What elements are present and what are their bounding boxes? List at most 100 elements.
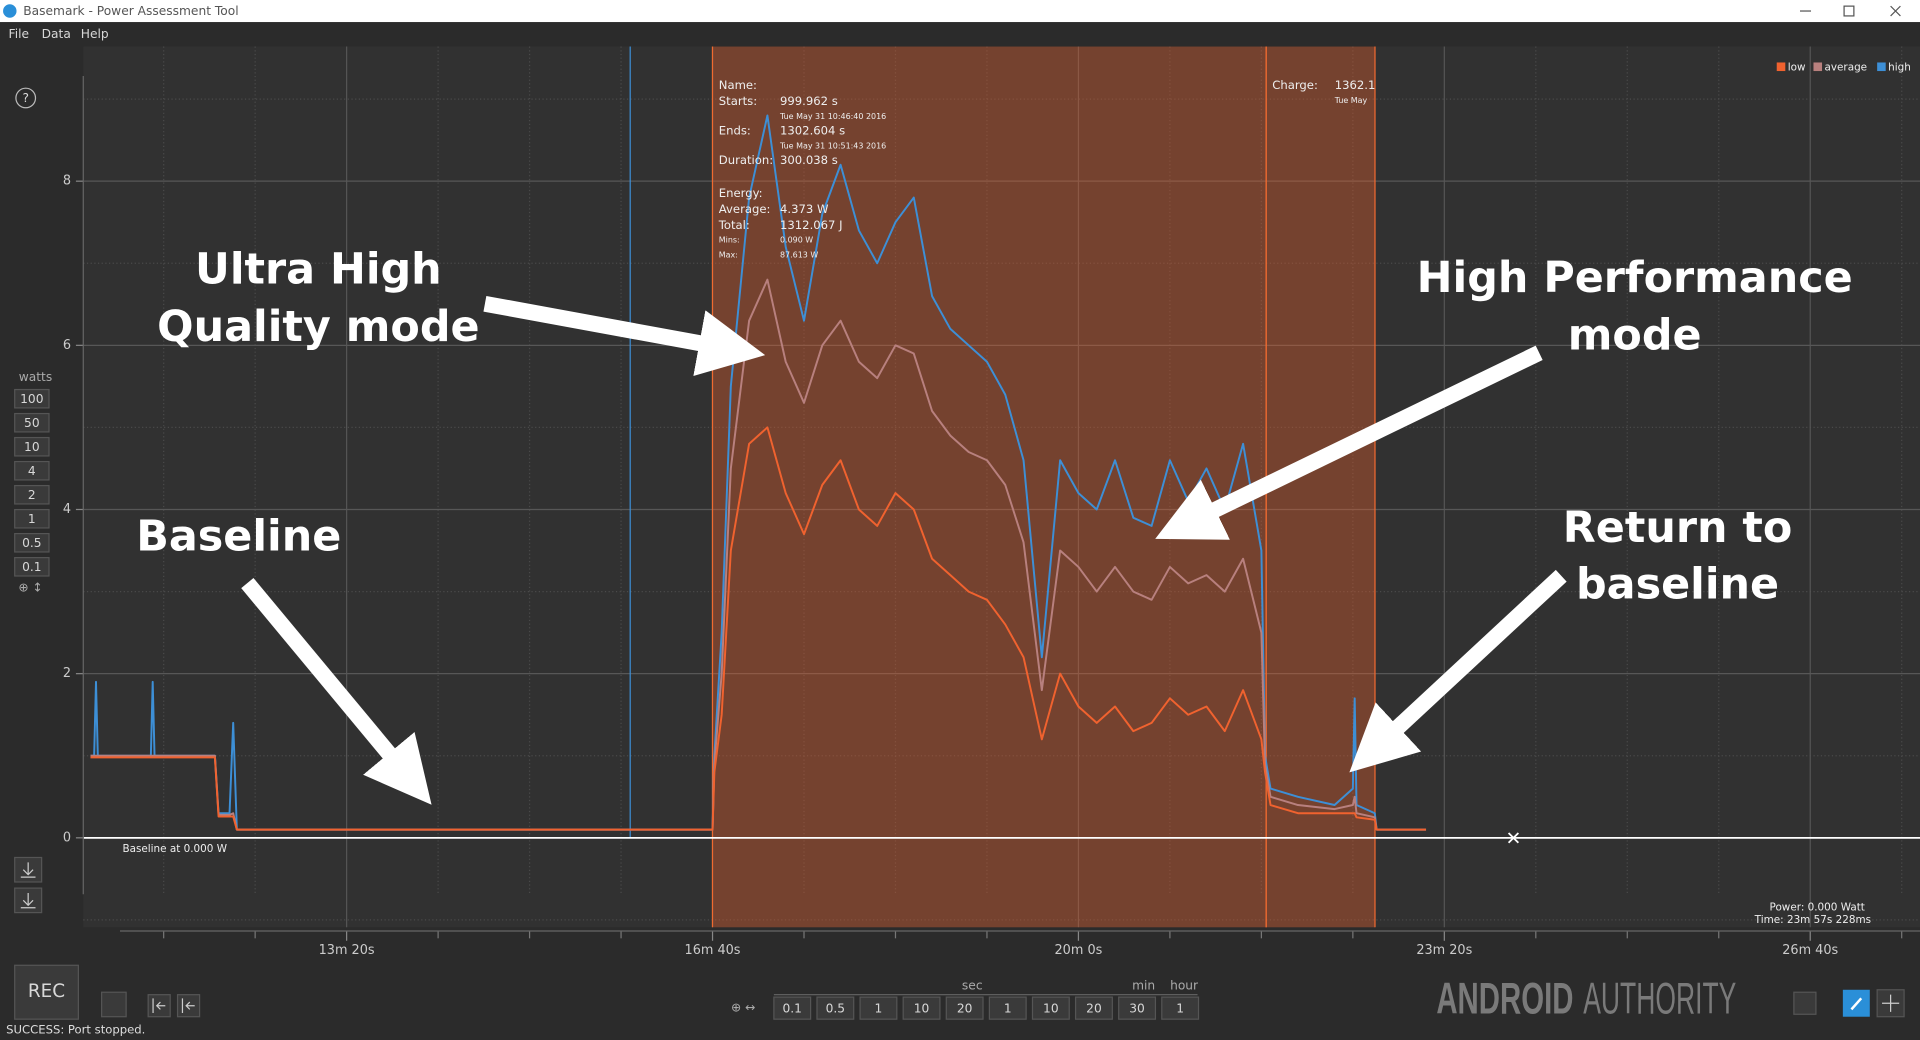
- info-value: 1362.1: [1335, 78, 1376, 92]
- menu-item[interactable]: Help: [81, 27, 109, 41]
- x-tick-label: 26m 40s: [1782, 943, 1838, 958]
- tool-buttons[interactable]: [1793, 989, 1905, 1018]
- info-label: Ends:: [719, 124, 751, 138]
- info-value: 999.962 s: [780, 94, 838, 108]
- info-date: Tue May: [1334, 96, 1368, 105]
- legend-swatch[interactable]: [1776, 62, 1786, 72]
- info-value: 87.613 W: [780, 250, 818, 259]
- help-icon[interactable]: ?: [22, 91, 28, 105]
- info-value: 1302.604 s: [780, 124, 845, 138]
- pin-icon[interactable]: [1850, 997, 1863, 1011]
- zoom-button-label[interactable]: 10: [914, 1001, 930, 1015]
- menu-item[interactable]: File: [9, 27, 29, 41]
- info-value: 4.373 W: [780, 202, 829, 216]
- scale-button[interactable]: [14, 556, 50, 577]
- y-tick-label: 0: [63, 830, 71, 845]
- series-line: [90, 114, 1427, 831]
- zoom-button-label[interactable]: 1: [875, 1001, 883, 1015]
- move-icon[interactable]: [1882, 994, 1900, 1012]
- zoom-button-label[interactable]: 1: [1004, 1001, 1012, 1015]
- scale-button[interactable]: [14, 460, 50, 481]
- rec-label[interactable]: REC: [28, 981, 65, 1002]
- power-readout: Power: 0.000 Watt: [1770, 902, 1865, 914]
- scale-button[interactable]: [14, 484, 50, 505]
- zoom-button-label[interactable]: 30: [1129, 1001, 1145, 1015]
- x-tick-label: 20m 0s: [1055, 943, 1103, 958]
- legend-label[interactable]: high: [1888, 61, 1911, 73]
- zoom-button[interactable]: [988, 996, 1027, 1020]
- annotation: High Performance: [1417, 253, 1853, 303]
- selection[interactable]: [712, 46, 1267, 928]
- annotation: mode: [1568, 311, 1702, 361]
- unit-label: hour: [1170, 979, 1199, 993]
- nav-button[interactable]: [101, 991, 127, 1018]
- zoom-icon[interactable]: ⊕ ↔: [731, 1001, 755, 1015]
- zoom-button[interactable]: [1161, 996, 1200, 1020]
- zoom-button[interactable]: [1118, 996, 1157, 1020]
- help-button[interactable]: [15, 87, 37, 109]
- time-readout: Time: 23m 57s 228ms: [1754, 914, 1871, 926]
- scale-button-label[interactable]: 0.5: [22, 536, 41, 550]
- export-buttons[interactable]: [14, 856, 43, 914]
- info-label: Energy:: [719, 186, 763, 200]
- zoom-button-label[interactable]: 0.5: [826, 1001, 845, 1015]
- scale-button-label[interactable]: 100: [20, 392, 43, 406]
- window-controls[interactable]: [1800, 5, 1901, 17]
- rec-button[interactable]: [14, 964, 79, 1020]
- zoom-icon[interactable]: ⊕ ↕: [18, 580, 42, 594]
- zoom-button-label[interactable]: 0.1: [783, 1001, 802, 1015]
- scale-button[interactable]: [14, 532, 50, 553]
- info-value: 300.038 s: [780, 153, 838, 167]
- legend-label[interactable]: average: [1824, 61, 1867, 73]
- info-value: 0.090 W: [780, 236, 813, 245]
- arrow: [1155, 345, 1543, 540]
- scale-button[interactable]: [14, 412, 50, 433]
- zoom-button[interactable]: [1074, 996, 1113, 1020]
- zoom-button[interactable]: [945, 996, 984, 1020]
- nav-buttons[interactable]: [101, 991, 201, 1018]
- selection[interactable]: [1266, 46, 1375, 928]
- scale-button[interactable]: [14, 388, 50, 409]
- status-bar: SUCCESS: Port stopped.: [6, 1023, 145, 1037]
- menu-item[interactable]: Data: [42, 27, 71, 41]
- legend-swatch[interactable]: [1813, 62, 1823, 72]
- scale-button-label[interactable]: 0.1: [22, 560, 41, 574]
- zoom-button[interactable]: [1031, 996, 1070, 1020]
- zoom-button[interactable]: [859, 996, 898, 1020]
- zoom-button[interactable]: [816, 996, 855, 1020]
- zoom-button-label[interactable]: 10: [1043, 1001, 1059, 1015]
- watermark: AUTHORITY: [1583, 975, 1736, 1024]
- y-tick-label: 4: [63, 502, 71, 517]
- zoom-button[interactable]: [902, 996, 941, 1020]
- download-icon[interactable]: [20, 862, 36, 878]
- zoom-button-label[interactable]: 20: [957, 1001, 973, 1015]
- legend-label[interactable]: low: [1788, 61, 1806, 73]
- maximize[interactable]: [1843, 5, 1855, 17]
- info-date: Tue May 31 10:46:40 2016: [779, 112, 886, 121]
- info-label: Mins:: [719, 236, 740, 245]
- watermark: ANDROID: [1436, 975, 1573, 1024]
- close[interactable]: [1890, 5, 1901, 17]
- download-icon[interactable]: [20, 893, 36, 909]
- scale-button-label[interactable]: 10: [24, 440, 40, 454]
- legend-swatch[interactable]: [1877, 62, 1886, 72]
- scale-button-label[interactable]: 4: [28, 464, 36, 478]
- tool-button[interactable]: [1793, 991, 1817, 1015]
- zoom-button[interactable]: [773, 996, 812, 1020]
- nav-icon[interactable]: [152, 998, 166, 1014]
- zoom-button-label[interactable]: 20: [1086, 1001, 1102, 1015]
- scale-button-label[interactable]: 2: [28, 488, 36, 502]
- scale-button[interactable]: [14, 508, 50, 529]
- info-label: Charge:: [1272, 78, 1318, 92]
- scale-button-label[interactable]: 1: [28, 512, 36, 526]
- scale-button-label[interactable]: 50: [24, 416, 40, 430]
- annotation: Ultra High: [195, 244, 442, 294]
- annotation-arrows: [241, 295, 1567, 805]
- arrow: [1349, 569, 1567, 773]
- x-tick-label: 16m 40s: [685, 943, 741, 958]
- nav-icon[interactable]: [181, 998, 195, 1014]
- zoom-button-label[interactable]: 1: [1176, 1001, 1184, 1015]
- scale-button[interactable]: [14, 436, 50, 457]
